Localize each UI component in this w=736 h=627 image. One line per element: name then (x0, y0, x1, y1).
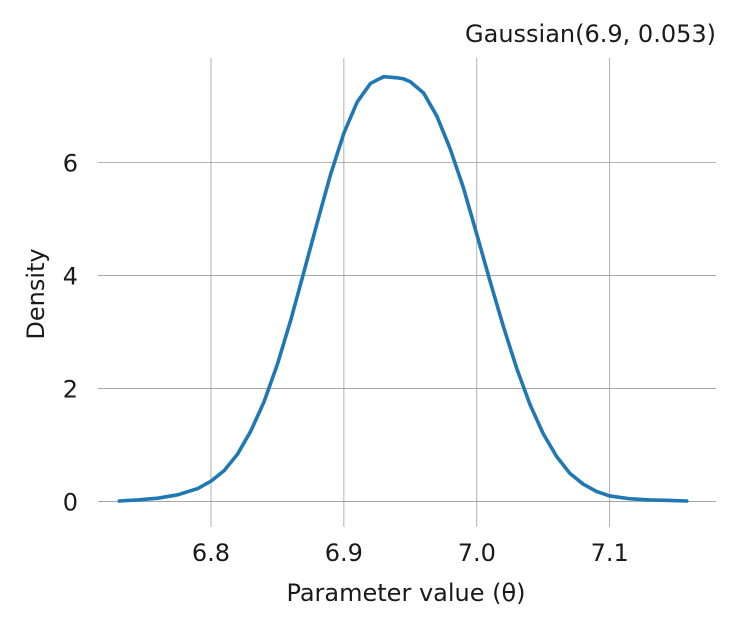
x-tick-labels: 6.8 6.9 7.0 7.1 (192, 539, 629, 567)
y-tick-label: 2 (63, 376, 78, 404)
series-line (117, 74, 689, 503)
x-axis-label: Parameter value (θ) (286, 579, 525, 607)
x-tick-label: 7.0 (458, 539, 496, 567)
x-tick-label: 7.1 (591, 539, 629, 567)
x-tick-label: 6.9 (325, 539, 363, 567)
grid (98, 58, 716, 527)
y-tick-labels: 0 2 4 6 (63, 150, 78, 517)
y-axis-label: Density (22, 248, 50, 339)
y-tick-label: 4 (63, 263, 78, 291)
y-tick-label: 0 (63, 489, 78, 517)
y-tick-label: 6 (63, 150, 78, 178)
x-tick-label: 6.8 (192, 539, 230, 567)
chart-title: Gaussian(6.9, 0.053) (465, 20, 716, 48)
